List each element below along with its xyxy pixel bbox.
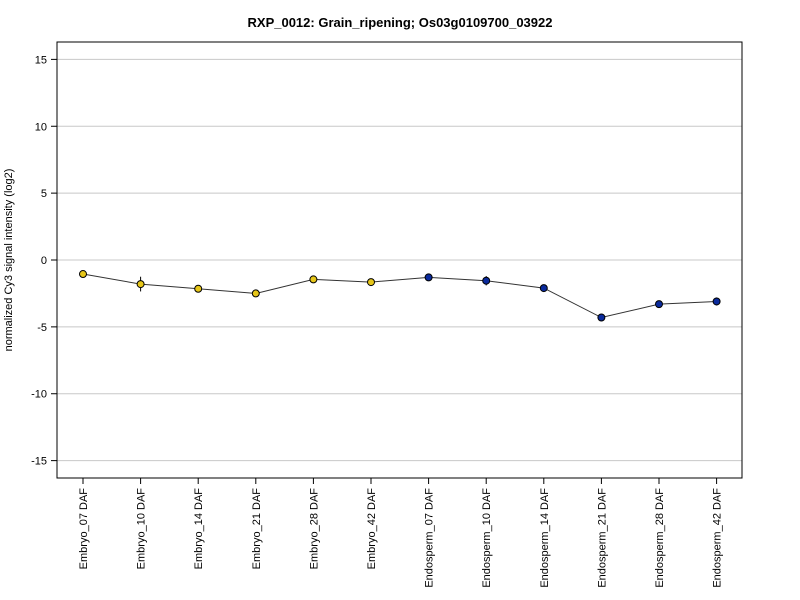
x-tick-label: Embryo_07 DAF [78,488,90,570]
grid-lines [57,58,742,462]
y-axis-label: normalized Cy3 signal intensity (log2) [3,169,15,352]
series-line [82,273,717,319]
data-point [597,313,606,322]
x-tick-label: Endosperm_28 DAF [654,488,666,588]
data-point [424,273,433,282]
chart-title: RXP_0012: Grain_ripening; Os03g0109700_0… [248,15,553,30]
data-point [79,270,87,279]
x-tick-label: Endosperm_10 DAF [481,488,493,588]
x-tick-label: Embryo_10 DAF [136,488,148,570]
x-tick-label: Endosperm_14 DAF [539,488,551,588]
data-point [251,289,260,298]
data-point [194,284,203,293]
x-tick-label: Embryo_42 DAF [366,488,378,570]
plot-frame [56,41,743,479]
x-tick-label: Embryo_14 DAF [193,488,205,570]
x-tick-label: Endosperm_42 DAF [712,488,724,588]
y-tick-label: 5 [41,188,47,200]
x-tick-label: Embryo_21 DAF [251,488,263,570]
x-tick-label: Embryo_28 DAF [308,488,320,570]
y-tick-label: 10 [35,121,47,133]
series [79,270,721,322]
y-tick-label: 15 [35,54,47,66]
y-tick-label: 0 [41,255,47,267]
y-tick-label: -5 [37,322,47,334]
data-point [136,280,145,289]
data-point [712,297,721,306]
x-tick-label: Endosperm_07 DAF [424,488,436,588]
data-point [367,278,375,287]
x-tick-label: Endosperm_21 DAF [596,488,608,588]
data-point [309,275,318,284]
y-tick-label: -15 [31,456,47,468]
y-tick-label: -10 [31,389,47,401]
data-point [655,300,663,309]
data-point [482,276,491,285]
axes: -15 -10 -5 0 5 10 15 Embryo_07 DAF Embryo_10 DAF… [31,54,724,587]
data-point [539,284,548,293]
